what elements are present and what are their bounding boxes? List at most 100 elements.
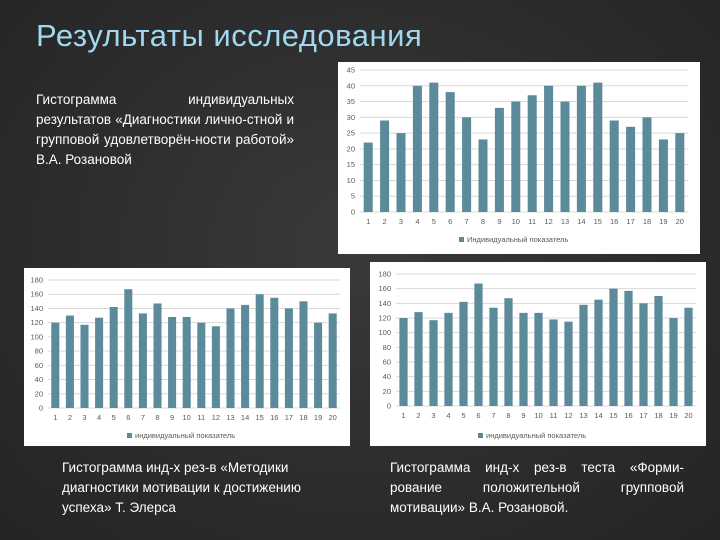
slide-title: Результаты исследования — [36, 18, 423, 53]
y-tick-label: 45 — [347, 66, 355, 75]
bar — [519, 312, 528, 406]
x-tick-label: 15 — [594, 217, 602, 226]
legend-label: индивидуальный показатель — [135, 431, 235, 440]
bar — [138, 313, 147, 408]
y-tick-label: 35 — [347, 97, 355, 106]
bar — [65, 315, 74, 408]
bar — [549, 319, 558, 406]
bar — [226, 308, 235, 408]
bar — [669, 318, 678, 406]
x-tick-label: 6 — [476, 411, 480, 420]
x-tick-label: 5 — [461, 411, 465, 420]
bar — [593, 82, 603, 212]
chart-group-motivation: 0 20 40 60 80 100 120 140 160 180 1 2 3 4 5 6 7 8 9 10 11 12 1… — [370, 262, 706, 446]
bar — [380, 120, 390, 212]
bar — [478, 139, 488, 212]
chart-job-satisfaction: 0 5 10 15 20 25 30 35 40 45 1 2 3 4 5 6 7 8 9 10 11 12 13 14 15 1… — [338, 62, 700, 254]
bar — [197, 322, 206, 408]
x-tick-label: 18 — [643, 217, 651, 226]
bar — [429, 82, 439, 212]
bar — [462, 117, 472, 212]
bar — [594, 299, 603, 406]
x-tick-label: 4 — [415, 217, 419, 226]
x-tick-label: 8 — [481, 217, 485, 226]
bar — [109, 307, 118, 408]
x-tick-label: 8 — [506, 411, 510, 420]
x-tick-label: 17 — [285, 413, 293, 422]
bar — [564, 321, 573, 406]
x-tick-label: 16 — [270, 413, 278, 422]
x-tick-label: 15 — [609, 411, 617, 420]
bar — [399, 318, 408, 406]
bar — [182, 316, 191, 408]
y-tick-label: 180 — [30, 276, 43, 285]
x-tick-label: 14 — [241, 413, 249, 422]
x-tick-label: 6 — [448, 217, 452, 226]
bar — [684, 307, 693, 406]
x-tick-label: 2 — [68, 413, 72, 422]
bar — [328, 313, 337, 408]
bar — [560, 101, 570, 212]
y-tick-label: 20 — [35, 389, 43, 398]
legend-swatch — [127, 433, 132, 438]
y-tick-label: 0 — [387, 402, 391, 411]
x-tick-label: 1 — [401, 411, 405, 420]
bar — [675, 133, 685, 212]
x-tick-label: 12 — [564, 411, 572, 420]
chart-success-motivation: 0 20 40 60 80 100 120 140 160 180 1 2 3 4 5 6 7 8 9 10 11 12 1… — [24, 268, 350, 446]
x-tick-label: 12 — [212, 413, 220, 422]
bar — [576, 85, 586, 212]
x-tick-label: 19 — [314, 413, 322, 422]
x-tick-label: 9 — [497, 217, 501, 226]
y-tick-label: 160 — [378, 284, 391, 293]
y-tick-label: 15 — [347, 160, 355, 169]
x-tick-label: 15 — [256, 413, 264, 422]
x-tick-label: 13 — [579, 411, 587, 420]
legend-swatch — [459, 237, 464, 242]
x-tick-label: 17 — [626, 217, 634, 226]
x-tick-label: 11 — [528, 217, 536, 226]
y-tick-label: 120 — [30, 318, 43, 327]
x-tick-label: 10 — [183, 413, 191, 422]
bar — [609, 288, 618, 406]
x-tick-label: 18 — [299, 413, 307, 422]
bar — [654, 296, 663, 406]
bar — [284, 308, 293, 408]
x-tick-label: 14 — [577, 217, 585, 226]
x-tick-label: 4 — [97, 413, 101, 422]
y-tick-label: 30 — [347, 113, 355, 122]
y-tick-label: 80 — [383, 343, 391, 352]
bar — [211, 326, 220, 408]
chart2-description: Гистограмма инд-х рез-в «Методики диагно… — [62, 460, 301, 515]
bar — [445, 92, 455, 212]
y-tick-label: 10 — [347, 176, 355, 185]
bar — [504, 298, 513, 406]
x-tick-label: 13 — [561, 217, 569, 226]
y-tick-label: 180 — [378, 270, 391, 279]
bar — [459, 301, 468, 406]
y-tick-label: 20 — [347, 144, 355, 153]
x-tick-label: 6 — [126, 413, 130, 422]
y-tick-label: 100 — [30, 332, 43, 341]
x-tick-label: 3 — [82, 413, 86, 422]
x-tick-label: 7 — [141, 413, 145, 422]
bar — [527, 95, 537, 212]
bar — [314, 322, 323, 408]
bar — [626, 126, 636, 212]
bar — [511, 101, 521, 212]
bar — [95, 317, 104, 408]
y-tick-label: 160 — [30, 290, 43, 299]
y-tick-label: 40 — [347, 81, 355, 90]
bar — [51, 322, 60, 408]
y-tick-label: 40 — [383, 372, 391, 381]
bar — [396, 133, 406, 212]
x-tick-label: 5 — [112, 413, 116, 422]
bar — [624, 290, 633, 406]
y-tick-label: 5 — [351, 192, 355, 201]
bar — [363, 142, 373, 212]
legend-label: индивидуальный показатель — [486, 431, 586, 440]
y-tick-label: 0 — [39, 404, 43, 413]
x-tick-label: 9 — [170, 413, 174, 422]
